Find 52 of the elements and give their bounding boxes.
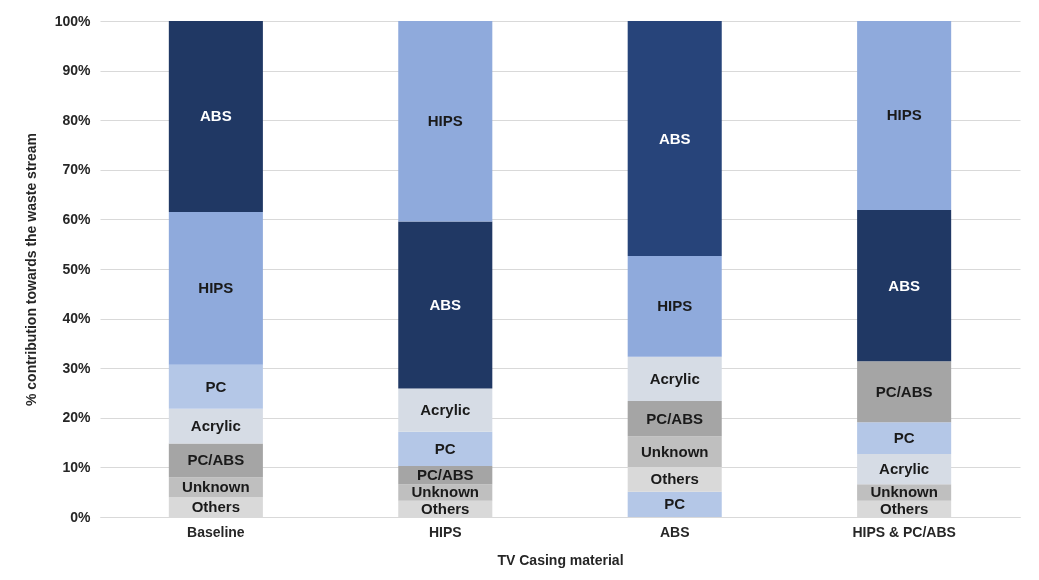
bar: [857, 422, 952, 455]
y-tick-label: 90%: [62, 62, 92, 79]
data-label: Acrylic: [649, 369, 700, 387]
data-label: Unknown: [182, 478, 250, 496]
data-label: Unknown: [870, 483, 938, 501]
y-tick-label: 80%: [62, 111, 92, 128]
y-tick-label: 50%: [62, 260, 92, 277]
x-tick-label: HIPS: [428, 523, 462, 540]
bar: [398, 21, 493, 222]
data-label: Acrylic: [190, 417, 241, 435]
x-tick-label: Baseline: [187, 523, 245, 540]
data-label: Unknown: [640, 442, 709, 460]
data-label: PC: [434, 439, 456, 457]
data-label: ABS: [658, 129, 691, 147]
data-label: Others: [191, 498, 241, 516]
data-label: PC: [893, 429, 915, 447]
data-label: PC/ABS: [875, 382, 933, 400]
data-label: HIPS: [198, 279, 234, 297]
data-label: HIPS: [427, 112, 463, 130]
data-label: Others: [650, 470, 699, 488]
data-label: HIPS: [657, 297, 693, 315]
data-label: PC/ABS: [187, 451, 245, 469]
data-label: ABS: [429, 295, 462, 313]
y-tick-label: 60%: [62, 210, 92, 227]
data-label: Acrylic: [420, 401, 471, 419]
x-axis-title: TV Casing material: [497, 551, 624, 568]
data-label: PC/ABS: [416, 466, 474, 484]
y-tick-label: 0%: [70, 508, 92, 525]
bar: [398, 221, 493, 389]
data-label: PC: [205, 377, 227, 395]
y-tick-label: 70%: [62, 161, 92, 178]
y-tick-label: 20%: [62, 409, 92, 426]
y-tick-label: 30%: [62, 359, 92, 376]
x-tick-label: ABS: [659, 523, 690, 540]
data-label: ABS: [200, 107, 232, 125]
data-label: PC: [664, 495, 686, 513]
x-tick-label: HIPS & PC/ABS: [852, 523, 956, 540]
data-label: Others: [421, 499, 470, 517]
bar: [857, 21, 952, 210]
data-label: ABS: [888, 276, 920, 294]
data-label: Others: [879, 499, 929, 517]
y-axis-title: % contribution towards the waste stream: [22, 132, 39, 407]
bar: [857, 209, 952, 362]
y-tick-label: 100%: [54, 12, 92, 29]
data-label: HIPS: [886, 106, 922, 124]
y-tick-label: 40%: [62, 310, 92, 327]
data-label: PC/ABS: [646, 409, 704, 427]
data-label: Unknown: [411, 483, 480, 501]
data-label: Acrylic: [879, 460, 930, 478]
bar: [398, 431, 493, 466]
y-tick-label: 10%: [62, 458, 92, 475]
bar: [627, 21, 722, 257]
